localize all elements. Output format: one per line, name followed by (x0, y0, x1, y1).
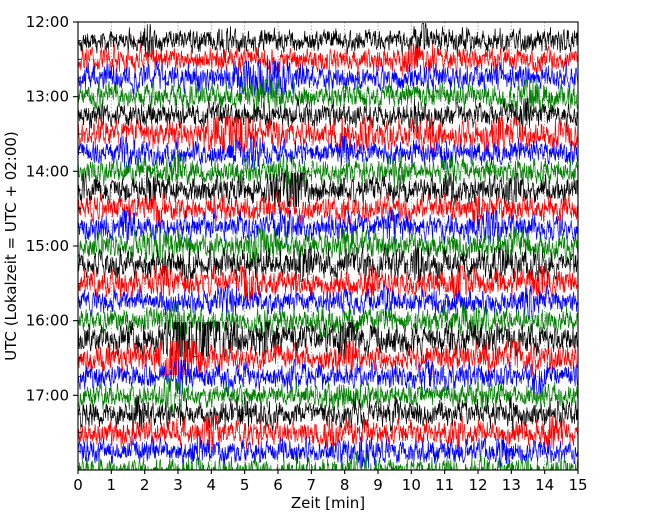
y-tick-label: 13:00 (26, 88, 69, 106)
x-tick-label: 2 (140, 476, 150, 494)
seismogram-trace (77, 321, 579, 358)
seismogram-trace (77, 395, 579, 432)
seismogram-trace (77, 43, 579, 77)
seismogram-trace (77, 97, 579, 134)
x-tick-label: 12 (468, 476, 487, 494)
y-tick-label: 14:00 (26, 162, 69, 180)
x-tick-label: 11 (435, 476, 454, 494)
seismogram-trace (77, 415, 579, 452)
seismogram-trace (77, 134, 579, 172)
seismogram-trace (77, 378, 579, 413)
x-tick-label: 13 (502, 476, 521, 494)
seismogram-trace (77, 209, 579, 245)
x-tick-label: 5 (240, 476, 250, 494)
mask-left (0, 0, 78, 520)
mask-top (0, 0, 650, 22)
seismogram-trace (77, 172, 579, 208)
x-tick-label: 14 (535, 476, 554, 494)
y-tick-label: 16:00 (26, 312, 69, 330)
seismogram-trace (77, 23, 579, 59)
y-tick-label: 15:00 (26, 237, 69, 255)
y-tick-label: 17:00 (26, 386, 69, 404)
mask-bottom (0, 470, 650, 520)
y-axis-label: UTC (Lokalzeit = UTC + 02:00) (2, 131, 20, 361)
x-tick-label: 4 (207, 476, 217, 494)
mask-right (578, 0, 650, 520)
x-tick-label: 3 (173, 476, 183, 494)
seismogram-trace (77, 79, 579, 114)
x-tick-label: 1 (107, 476, 117, 494)
seismogram-trace (77, 359, 579, 395)
x-tick-label: 6 (273, 476, 283, 494)
x-tick-label: 10 (402, 476, 421, 494)
x-axis-label: Zeit [min] (291, 494, 365, 512)
x-tick-label: 15 (568, 476, 587, 494)
seismogram-trace (77, 60, 579, 96)
x-tick-label: 7 (307, 476, 317, 494)
y-tick-label: 12:00 (26, 13, 69, 31)
seismogram-trace (77, 303, 579, 339)
x-tick-label: 8 (340, 476, 350, 494)
seismogram-trace (77, 191, 579, 227)
seismogram-trace (77, 434, 579, 469)
x-tick-label: 0 (73, 476, 83, 494)
seismogram-trace (77, 265, 579, 302)
x-tick-label: 9 (373, 476, 383, 494)
seismogram-trace (77, 153, 579, 189)
seismogram-trace (77, 247, 579, 283)
